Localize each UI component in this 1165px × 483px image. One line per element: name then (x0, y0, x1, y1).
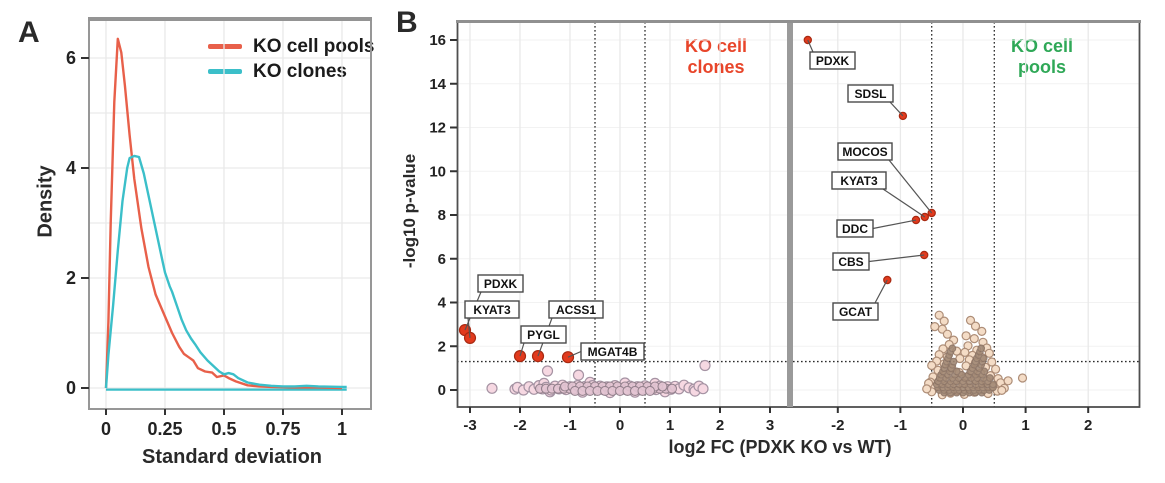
svg-text:2: 2 (716, 417, 724, 434)
gene-label-box-gcat (832, 302, 879, 321)
density-x-axis-title: Standard deviation (141, 446, 323, 468)
gene-label-gcat: GCAT (839, 305, 873, 319)
svg-text:0: 0 (959, 417, 967, 434)
gene-label-kyat3: KYAT3 (840, 174, 878, 188)
density-curve-ko-clones (104, 154, 347, 389)
density-curves (104, 37, 347, 391)
svg-text:1: 1 (666, 417, 674, 434)
svg-text:-3: -3 (463, 417, 476, 434)
gene-label-box-pygl (520, 325, 567, 344)
svg-text:10: 10 (429, 163, 446, 180)
gene-label-mocos: MOCOS (842, 145, 887, 159)
gene-label-box-kyat3 (831, 171, 887, 190)
density-frame (88, 17, 372, 410)
svg-text:0.75: 0.75 (265, 419, 300, 439)
facet-annotation-pools: KO cell pools (1010, 36, 1074, 78)
gene-label-kyat3: KYAT3 (473, 303, 511, 317)
gene-label-pdxk: PDXK (484, 277, 518, 291)
density-axis-ticks: 0 2 4 6 0 0.25 0.5 0.75 1 (66, 48, 347, 439)
gene-label-box-sdsl (847, 84, 894, 103)
svg-text:14: 14 (429, 76, 446, 93)
gene-label-sdsl: SDSL (854, 87, 886, 101)
svg-text:0.25: 0.25 (147, 419, 182, 439)
gene-label-box-ddc (836, 219, 874, 238)
gene-label-box-pdxk (809, 51, 856, 70)
svg-text:4: 4 (438, 295, 447, 312)
gene-label-pygl: PYGL (527, 328, 560, 342)
facet-0-dense-points (534, 381, 678, 396)
svg-text:-1: -1 (563, 417, 576, 434)
svg-text:6: 6 (66, 48, 76, 68)
svg-text:2: 2 (66, 268, 76, 288)
facet-1-dense-points (932, 344, 997, 397)
gene-label-box-acss1 (548, 300, 604, 319)
svg-text:0: 0 (66, 378, 76, 398)
svg-text:1: 1 (1021, 417, 1029, 434)
facet-0-gene-callouts: PDXK KYAT3 ACSS1 PYGL MGAT4B (464, 274, 645, 361)
gene-label-box-cbs (832, 252, 870, 271)
gene-label-box-pdxk (477, 274, 524, 293)
legend-row-ko-clones: KO clones (208, 59, 374, 84)
svg-text:2: 2 (1084, 417, 1092, 434)
gene-label-box-mgat4b (580, 342, 645, 361)
volcano-frame (456, 20, 1141, 408)
density-curve-ko-cell-pools (104, 37, 343, 390)
svg-text:0: 0 (616, 417, 624, 434)
svg-text:6: 6 (438, 251, 446, 268)
legend-swatch-ko-cell-pools (208, 44, 242, 49)
gene-label-acss1: ACSS1 (556, 303, 596, 317)
svg-text:-1: -1 (894, 417, 907, 434)
gene-label-box-mocos (837, 142, 893, 161)
density-gridlines (89, 20, 371, 409)
svg-text:2: 2 (438, 338, 446, 355)
svg-text:12: 12 (429, 120, 446, 137)
facet-0-significant-points (458, 324, 575, 364)
svg-text:1: 1 (337, 419, 347, 439)
legend-label-ko-clones: KO clones (253, 60, 347, 82)
svg-text:8: 8 (438, 207, 446, 224)
svg-text:-2: -2 (831, 417, 844, 434)
facet-1-gene-callouts: PDXK SDSL MOCOS KYAT3 DDC CBS GCAT (807, 39, 933, 321)
legend-swatch-ko-clones (208, 69, 242, 74)
panel-a-letter: A (18, 16, 40, 49)
gene-label-pdxk: PDXK (816, 54, 850, 68)
svg-text:0.5: 0.5 (211, 419, 236, 439)
panel-b-letter: B (396, 6, 418, 39)
facet-annotation-clones: KO cell clones (684, 36, 748, 78)
svg-text:4: 4 (66, 158, 76, 178)
svg-text:16: 16 (429, 32, 446, 49)
volcano-chart: PDXK KYAT3 ACSS1 PYGL MGAT4B PDXK SDSL MOCOS KYA… (429, 20, 1141, 434)
gene-label-ddc: DDC (842, 222, 868, 236)
gene-label-cbs: CBS (838, 255, 863, 269)
volcano-gridlines (457, 22, 1140, 407)
svg-text:3: 3 (766, 417, 774, 434)
svg-text:0: 0 (438, 382, 446, 399)
gene-label-mgat4b: MGAT4B (588, 345, 638, 359)
svg-text:-2: -2 (513, 417, 526, 434)
density-chart: 0 2 4 6 0 0.25 0.5 0.75 1 (66, 17, 372, 439)
gene-label-box-kyat3 (464, 300, 520, 319)
svg-text:0: 0 (101, 419, 111, 439)
volcano-x-axis-title: log2 FC (PDXK KO vs WT) (668, 437, 892, 457)
